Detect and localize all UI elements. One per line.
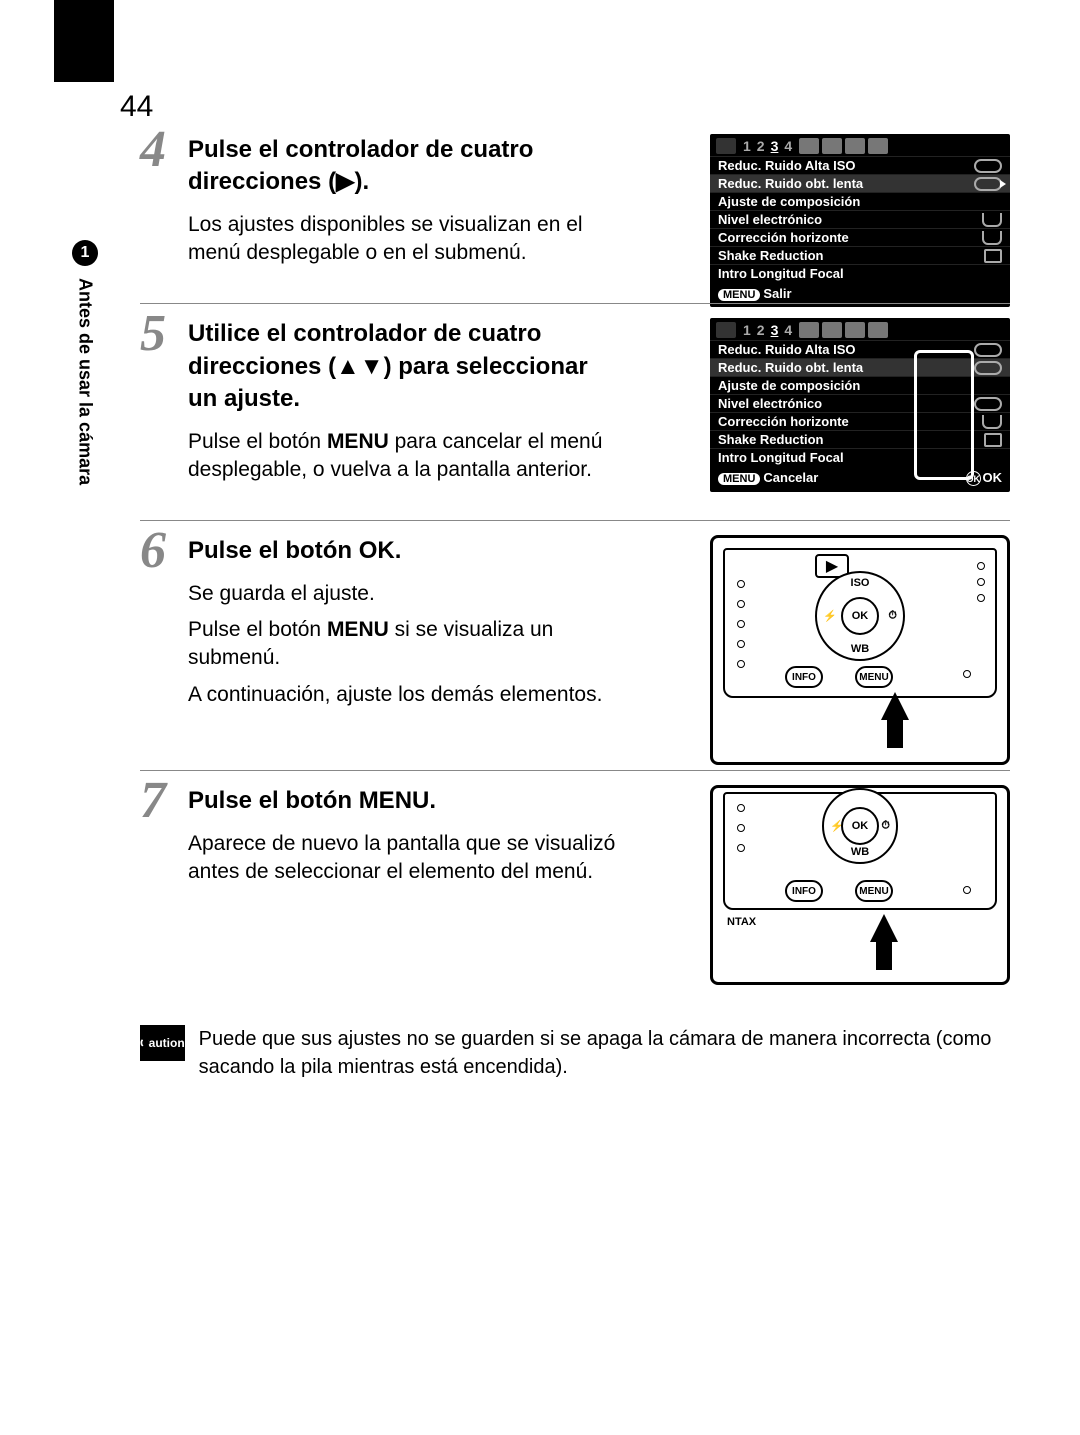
caution-icon: Caution (140, 1025, 185, 1061)
step-body: Aparece de nuevo la pantalla que se visu… (188, 830, 628, 887)
wb-label: WB (851, 846, 869, 858)
caution-note: Caution Puede que sus ajustes no se guar… (140, 1025, 1010, 1081)
chapter-number-marker: 1 (72, 240, 98, 266)
menu-button: MENU (855, 666, 893, 688)
menu-item: Shake Reduction (710, 246, 1010, 264)
menu-item: Nivel electrónico (710, 210, 1010, 228)
ok-label: OK (852, 820, 869, 832)
header-black-block (54, 0, 114, 82)
info-button: INFO (785, 880, 823, 902)
camera-menu-screenshot: 1234 Reduc. Ruido Alta ISO Reduc. Ruido … (710, 318, 1010, 492)
arrow-icon (881, 692, 909, 720)
chapter-sidebar: 1 Antes de usar la cámara (70, 240, 100, 485)
flash-icon: ⚡ (823, 610, 837, 623)
arrow-icon (870, 914, 898, 942)
camera-icon (716, 138, 736, 154)
step-number: 7 (140, 775, 166, 827)
camera-menu-screenshot: 1234 Reduc. Ruido Alta ISO Reduc. Ruido … (710, 134, 1010, 307)
ok-label: OK (852, 610, 869, 622)
menu-footer: MENUSalir (710, 282, 1010, 305)
menu-item: Intro Longitud Focal (710, 264, 1010, 282)
tab-icon (799, 322, 819, 338)
step-7: 7 Pulse el botón MENU. Aparece de nuevo … (140, 770, 1010, 990)
step-body: Pulse el botón MENU para cancelar el men… (188, 428, 628, 485)
menu-item-highlighted: Reduc. Ruido obt. lenta (710, 174, 1010, 192)
info-button: INFO (785, 666, 823, 688)
tab-icon (868, 138, 888, 154)
page-number: 44 (120, 90, 153, 124)
chapter-label: Antes de usar la cámara (75, 278, 96, 485)
tab-icon (845, 322, 865, 338)
tab-icon (799, 138, 819, 154)
brand-label: NTAX (727, 916, 756, 980)
timer-icon: ⏱ (881, 820, 890, 833)
step-body: Se guarda el ajuste. Pulse el botón MENU… (188, 580, 628, 709)
step-4: 4 Pulse el controlador de cuatro direcci… (140, 120, 1010, 303)
menu-tabs: 1234 (710, 134, 1010, 156)
dpad-icon: OK WB ⚡ ⏱ (822, 788, 898, 864)
step-title: Pulse el controlador de cuatro direccion… (188, 134, 628, 199)
menu-item: Ajuste de composición (710, 192, 1010, 210)
tab-icon (822, 138, 842, 154)
tab-icon (822, 322, 842, 338)
tab-icon (845, 138, 865, 154)
menu-button: MENU (855, 880, 893, 902)
camera-icon (716, 322, 736, 338)
popup-highlight-box (914, 350, 974, 480)
step-title: Pulse el botón OK. (188, 535, 628, 567)
camera-back-diagram-ok: ▶ OK ISO WB ⚡ ⏱ INFO MENU (710, 535, 1010, 765)
flash-icon: ⚡ (830, 820, 844, 833)
step-number: 4 (140, 124, 166, 176)
step-number: 5 (140, 308, 166, 360)
dpad-icon: OK ISO WB ⚡ ⏱ (815, 571, 905, 661)
arrow-stem (876, 940, 892, 970)
step-body: Los ajustes disponibles se visualizan en… (188, 211, 628, 268)
menu-tabs: 1234 (710, 318, 1010, 340)
timer-icon: ⏱ (888, 610, 897, 623)
menu-item: Reduc. Ruido Alta ISO (710, 156, 1010, 174)
step-5: 5 Utilice el controlador de cuatro direc… (140, 303, 1010, 520)
tab-icon (868, 322, 888, 338)
arrow-stem (887, 718, 903, 748)
caution-text: Puede que sus ajustes no se guarden si s… (199, 1025, 1010, 1081)
iso-label: ISO (851, 577, 870, 589)
step-6: 6 Pulse el botón OK. Se guarda el ajuste… (140, 520, 1010, 770)
menu-item: Corrección horizonte (710, 228, 1010, 246)
steps-container: 4 Pulse el controlador de cuatro direcci… (140, 120, 1010, 990)
step-title: Pulse el botón MENU. (188, 785, 628, 817)
wb-label: WB (851, 643, 869, 655)
step-number: 6 (140, 525, 166, 577)
step-title: Utilice el controlador de cuatro direcci… (188, 318, 628, 415)
camera-back-diagram-menu: OK WB ⚡ ⏱ INFO MENU NTAX (710, 785, 1010, 985)
